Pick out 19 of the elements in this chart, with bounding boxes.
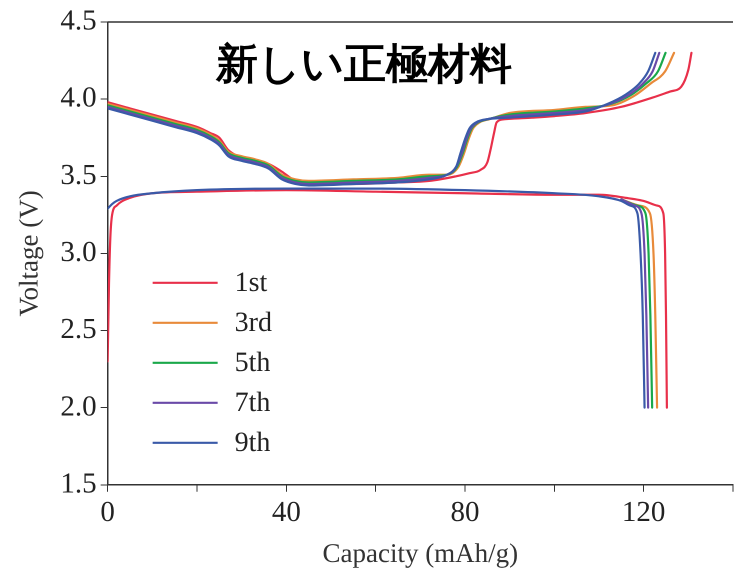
y-tick-label: 2.5: [60, 313, 97, 346]
y-tick-label: 1.5: [60, 467, 97, 500]
x-axis-title: Capacity (mAh/g): [322, 538, 518, 568]
x-tick-label: 0: [100, 496, 115, 528]
x-tick-label: 120: [622, 496, 666, 528]
x-tick-label: 40: [272, 496, 301, 528]
legend-label: 7th: [234, 387, 270, 418]
y-tick-label: 2.0: [60, 390, 97, 422]
y-axis-title: Voltage (V): [13, 190, 44, 317]
y-tick-label: 4.0: [60, 82, 97, 114]
x-tick-label: 80: [450, 496, 480, 528]
y-tick-label: 4.5: [60, 4, 97, 37]
y-tick-label: 3.0: [60, 236, 97, 268]
chart-title: 新しい正極材料: [215, 38, 512, 88]
legend-label: 9th: [234, 427, 270, 458]
legend-label: 3rd: [234, 307, 272, 338]
legend-label: 1st: [234, 267, 268, 298]
legend-label: 5th: [234, 347, 270, 378]
y-tick-label: 3.5: [60, 158, 97, 191]
